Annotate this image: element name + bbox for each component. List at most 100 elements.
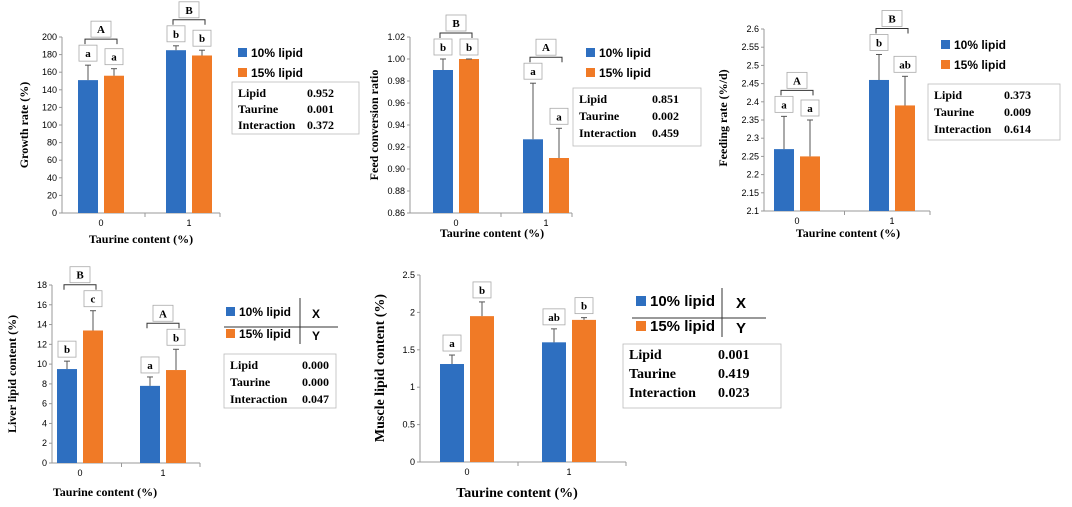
y-tick-label: 2.5: [746, 60, 759, 70]
x-tick-label: 1: [889, 216, 894, 226]
y-tick-label: 0: [52, 208, 57, 218]
y-tick-label: 10: [37, 359, 47, 369]
legend-mark: Y: [736, 320, 746, 337]
y-tick-label: 4: [42, 418, 47, 428]
bar-10-lipid-taurine-1: [542, 342, 566, 462]
y-axis-title: Muscle lipid content (%): [373, 294, 388, 442]
y-tick-label: 8: [42, 379, 47, 389]
y-tick-label: 120: [42, 102, 57, 112]
y-tick-label: 2.5: [402, 270, 415, 280]
y-tick-label: 2: [410, 307, 415, 317]
group-bracket: [146, 322, 180, 329]
legend-label: 10% lipid: [954, 38, 1006, 52]
group-letter: B: [185, 5, 193, 17]
legend-swatch-15-lipid: [238, 68, 247, 77]
chart-1: 0 20 40 60 80 100 120 140 160 180 200 0 1 Taurine con…: [17, 1, 360, 246]
significance-letter: b: [479, 285, 485, 297]
legend-mark: X: [736, 295, 746, 312]
stats-label: Lipid: [629, 348, 662, 363]
x-tick-label: 1: [566, 467, 571, 477]
stats-value: 0.047: [302, 392, 329, 406]
y-tick-label: 16: [37, 300, 47, 310]
y-tick-label: 1.02: [387, 32, 405, 42]
significance-letter: b: [440, 42, 446, 54]
stats-label: Interaction: [934, 122, 992, 136]
legend-label: 15% lipid: [251, 66, 303, 80]
significance-letter-box: [523, 62, 543, 80]
significance-letter: b: [173, 29, 179, 41]
stats-label: Taurine: [934, 105, 975, 119]
y-tick-label: 40: [47, 173, 57, 183]
significance-letter: b: [64, 344, 70, 356]
y-tick-label: 60: [47, 155, 57, 165]
significance-letter: b: [199, 33, 205, 45]
significance-letter-box: [574, 297, 594, 315]
y-tick-label: 2.2: [746, 170, 759, 180]
significance-letter-box: [459, 38, 479, 56]
bar-10-lipid-taurine-0: [78, 80, 98, 214]
stats-value: 0.373: [1004, 88, 1031, 102]
stats-box: [231, 81, 360, 135]
y-tick-label: 160: [42, 67, 57, 77]
x-axis-title: Taurine content (%): [89, 232, 193, 246]
bar-15-lipid-taurine-0: [800, 156, 820, 211]
legend-swatch-10-lipid: [586, 48, 595, 57]
legend-swatch-10-lipid: [238, 48, 247, 57]
significance-letter: a: [85, 48, 91, 60]
bar-10-lipid-taurine-1: [869, 79, 889, 212]
chart-5: 0 0.5 1 1.5 2 2.5 0 1 Taurine content (%) Muscle …: [373, 270, 782, 501]
legend-swatch-15-lipid: [941, 60, 950, 69]
stats-value: 0.419: [718, 367, 750, 382]
y-tick-label: 2.3: [746, 133, 759, 143]
bar-15-lipid-taurine-1: [895, 105, 915, 211]
stats-label: Interaction: [629, 386, 696, 401]
group-letter-box: [90, 20, 112, 38]
group-letter: A: [793, 75, 801, 87]
y-tick-label: 0.94: [387, 120, 405, 130]
y-tick-label: 200: [42, 32, 57, 42]
group-letter-box: [535, 38, 557, 56]
y-tick-label: 0.92: [387, 142, 405, 152]
bar-10-lipid-taurine-1: [140, 385, 160, 463]
stats-value: 0.000: [302, 375, 329, 389]
y-tick-label: 18: [37, 280, 47, 290]
stats-label: Lipid: [579, 92, 607, 106]
y-tick-label: 2.4: [746, 97, 759, 107]
group-bracket: [84, 38, 118, 45]
y-axis-title: Feeding rate (%/d): [716, 69, 730, 166]
y-tick-label: 1.00: [387, 54, 405, 64]
legend-swatch-10-lipid: [226, 307, 235, 316]
stats-box: [223, 353, 337, 409]
significance-letter: c: [91, 294, 96, 306]
legend-swatch-15-lipid: [636, 321, 646, 331]
legend-label: 10% lipid: [239, 305, 291, 319]
x-tick-label: 0: [77, 468, 82, 478]
y-tick-label: 2.1: [746, 206, 759, 216]
x-tick-label: 1: [543, 218, 548, 228]
significance-letter-box: [192, 29, 212, 47]
significance-letter-box: [104, 48, 124, 66]
legend-label: 15% lipid: [954, 58, 1006, 72]
bar-15-lipid-taurine-1: [549, 158, 569, 213]
significance-letter: ab: [548, 312, 560, 324]
y-tick-label: 0.88: [387, 186, 405, 196]
legend-swatch-15-lipid: [226, 329, 235, 338]
significance-letter-box: [442, 334, 462, 352]
significance-letter: b: [173, 332, 179, 344]
y-tick-label: 80: [47, 138, 57, 148]
bar-10-lipid-taurine-0: [774, 149, 794, 211]
y-tick-label: 2.35: [741, 115, 759, 125]
x-axis-title: Taurine content (%): [456, 486, 578, 501]
y-tick-label: 2.6: [746, 24, 759, 34]
stats-label: Lipid: [238, 86, 266, 100]
y-tick-label: 2.25: [741, 151, 759, 161]
y-tick-label: 20: [47, 190, 57, 200]
group-letter: B: [76, 270, 84, 282]
x-axis-title: Taurine content (%): [440, 226, 544, 240]
significance-letter-box: [893, 55, 917, 73]
stats-label: Taurine: [230, 375, 271, 389]
stats-label: Taurine: [629, 367, 676, 382]
group-letter: A: [542, 42, 550, 54]
bar-10-lipid-taurine-0: [440, 364, 464, 462]
